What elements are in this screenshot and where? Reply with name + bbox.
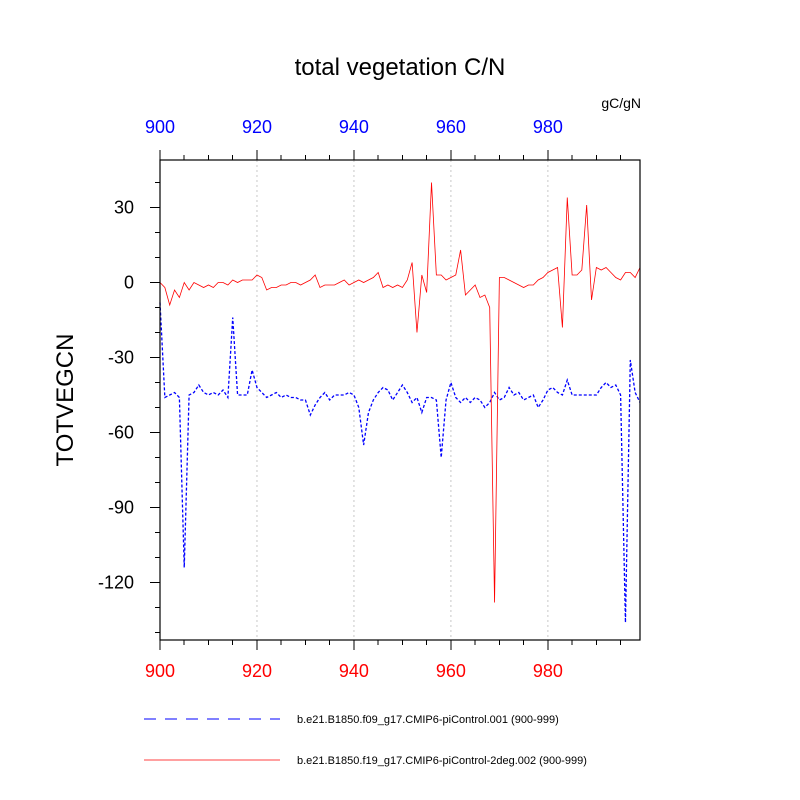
units-label: gC/gN bbox=[601, 95, 641, 111]
x-tick-label-top-3: 960 bbox=[436, 117, 466, 137]
x-tick-label-bottom-0: 900 bbox=[145, 661, 175, 681]
y-tick-label-5: -120 bbox=[98, 573, 134, 593]
legend-label-0: b.e21.B1850.f09_g17.CMIP6-piControl.001 … bbox=[297, 714, 559, 726]
x-tick-label-top-4: 980 bbox=[533, 117, 563, 137]
y-axis-label: TOTVEGCN bbox=[52, 334, 79, 467]
y-tick-label-4: -90 bbox=[108, 498, 134, 518]
tick-marks bbox=[150, 150, 622, 650]
plot-border bbox=[159, 159, 641, 641]
tick-labels: 900 900 920 920 940 940 960 960 980 980 30 0 -30 -60 -… bbox=[98, 117, 563, 681]
legend: b.e21.B1850.f09_g17.CMIP6-piControl.001 … bbox=[144, 714, 587, 767]
vertical-grid bbox=[256, 160, 549, 640]
legend-label-1: b.e21.B1850.f19_g17.CMIP6-piControl-2deg… bbox=[297, 755, 587, 767]
x-tick-label-bottom-2: 940 bbox=[339, 661, 369, 681]
series-line-0 bbox=[159, 302, 641, 623]
x-tick-label-bottom-1: 920 bbox=[242, 661, 272, 681]
y-tick-label-0: 30 bbox=[114, 198, 134, 218]
y-tick-label-1: 0 bbox=[124, 273, 134, 293]
plot-frame bbox=[159, 159, 641, 641]
y-tick-label-3: -60 bbox=[108, 423, 134, 443]
series-layer bbox=[159, 182, 641, 623]
series-line-1 bbox=[159, 182, 641, 603]
x-tick-label-top-2: 940 bbox=[339, 117, 369, 137]
x-tick-label-bottom-4: 980 bbox=[533, 661, 563, 681]
x-tick-label-bottom-3: 960 bbox=[436, 661, 466, 681]
chart-title: total vegetation C/N bbox=[295, 54, 506, 81]
x-tick-label-top-0: 900 bbox=[145, 117, 175, 137]
y-tick-label-2: -30 bbox=[108, 348, 134, 368]
x-tick-label-top-1: 920 bbox=[242, 117, 272, 137]
